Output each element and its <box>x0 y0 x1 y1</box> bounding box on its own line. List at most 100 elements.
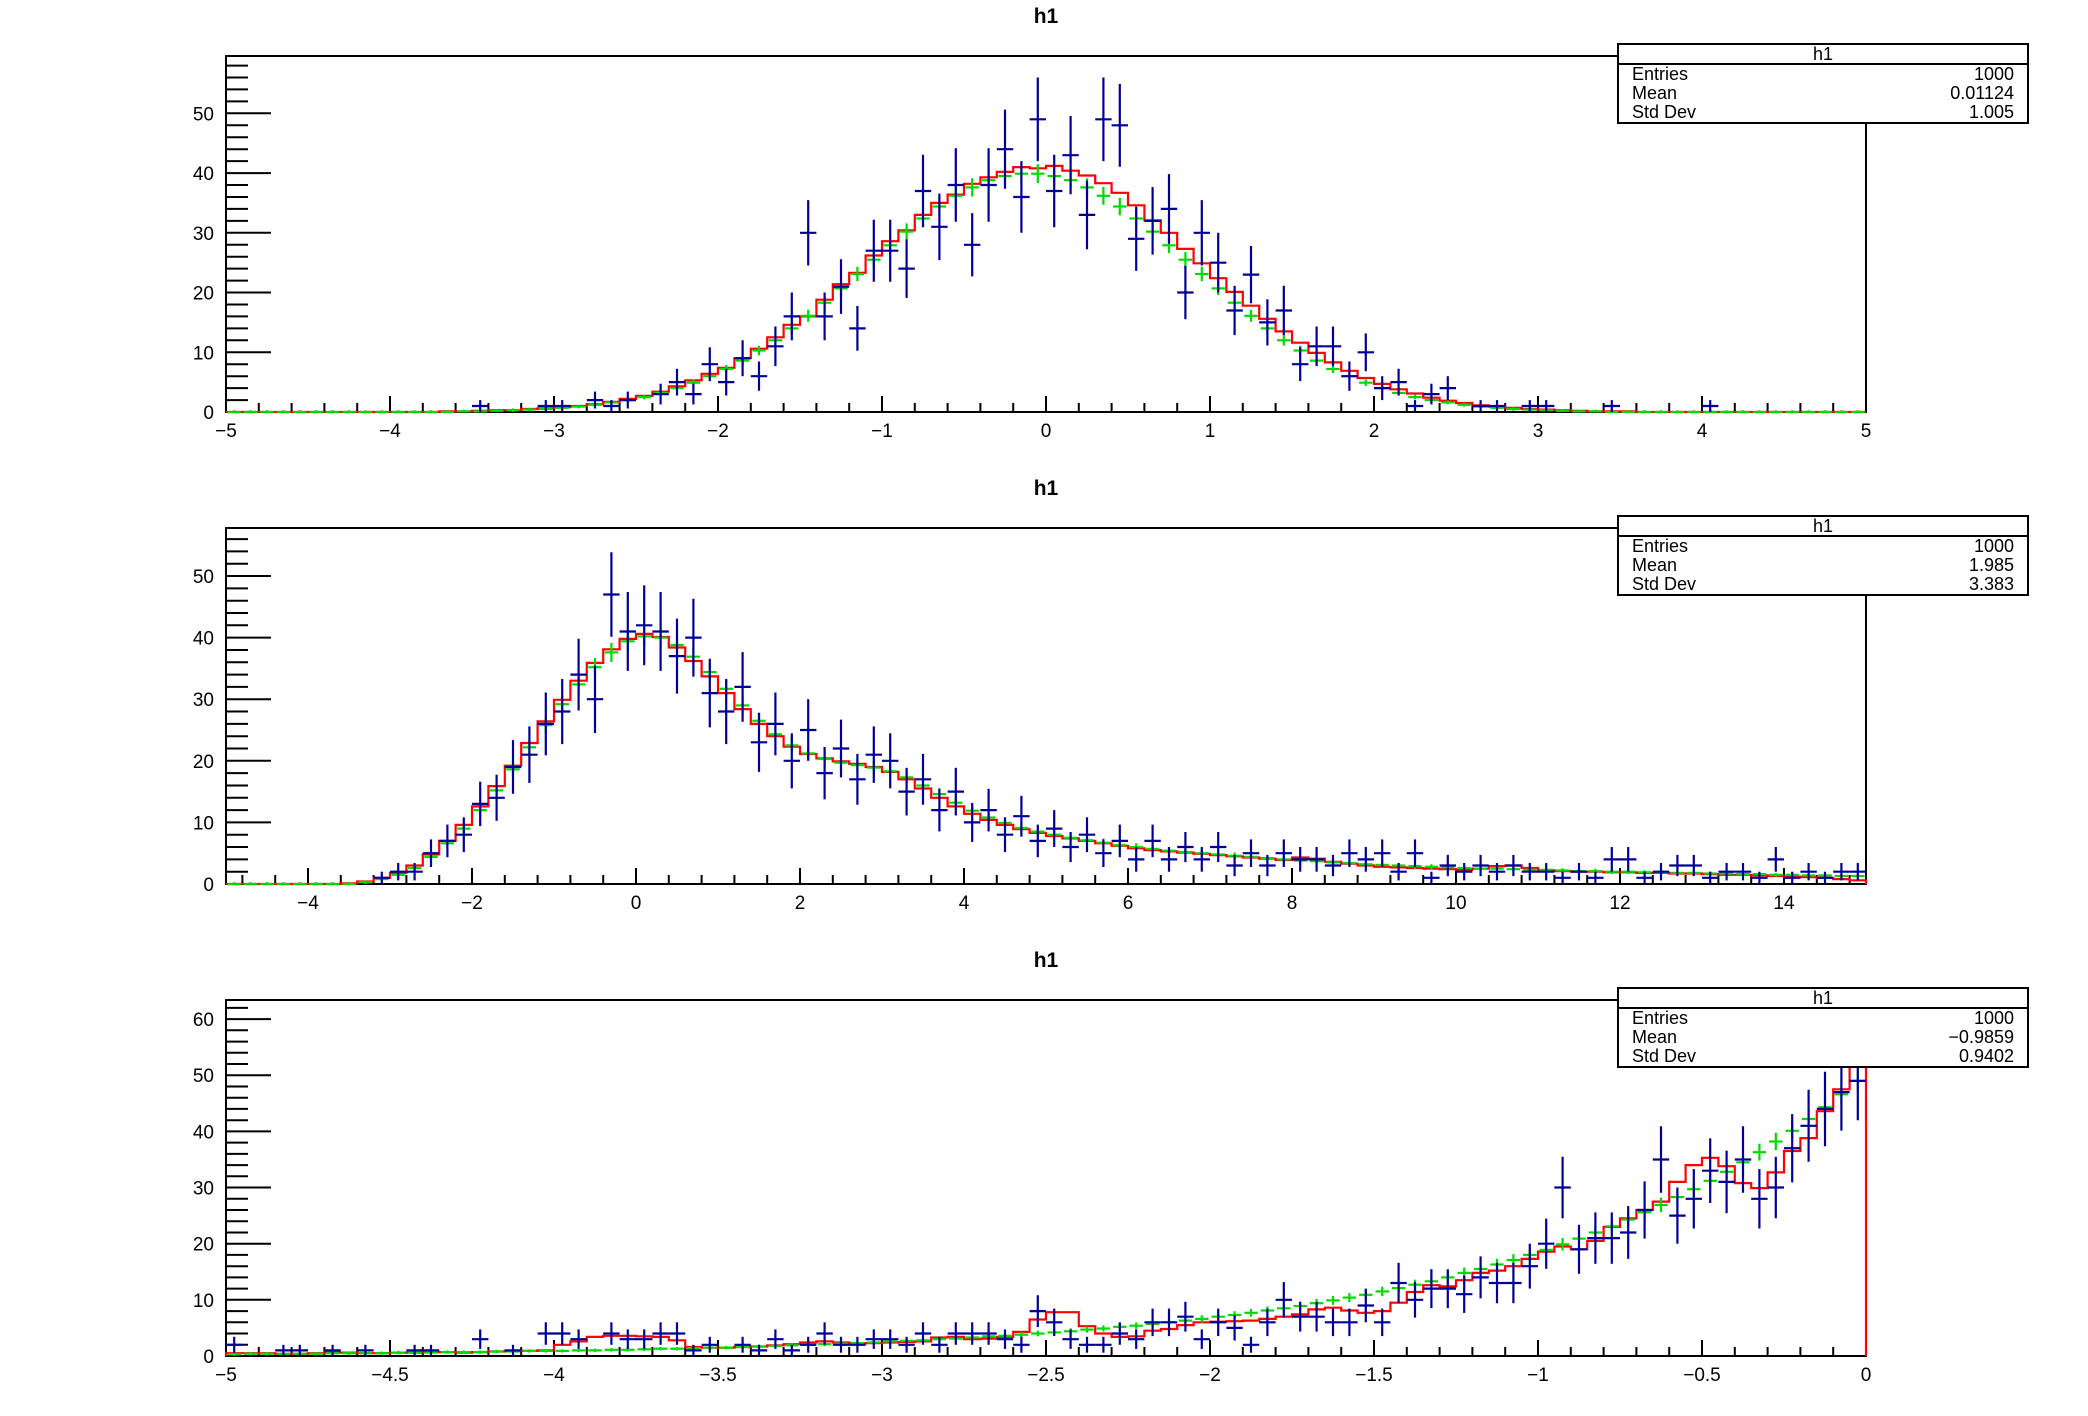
stats-label: Mean <box>1632 1027 1678 1047</box>
stats-title: h1 <box>1619 517 2027 537</box>
x-tick-label: −5 <box>215 1365 237 1386</box>
stats-label: Entries <box>1632 64 1689 84</box>
stats-row: Mean −0.9859 <box>1619 1028 2027 1047</box>
stats-row: Std Dev 1.005 <box>1619 103 2027 122</box>
y-tick-label: 20 <box>193 752 214 773</box>
stats-label: Mean <box>1632 83 1678 103</box>
data-series <box>373 552 1866 884</box>
y-tick-label: 10 <box>193 813 214 834</box>
axes <box>225 55 1867 413</box>
x-tick-label: −1 <box>871 421 893 442</box>
y-tick-label: 60 <box>193 1010 214 1031</box>
x-tick-label: −1.5 <box>1355 1365 1393 1386</box>
stats-row: Mean 0.01124 <box>1619 84 2027 103</box>
x-tick-label: 14 <box>1773 893 1795 914</box>
x-tick-label: 0 <box>1041 421 1052 442</box>
x-tick-label: 5 <box>1861 421 1872 442</box>
x-tick-label: 12 <box>1609 893 1630 914</box>
x-tick-label: 8 <box>1287 893 1298 914</box>
y-tick-label: 20 <box>193 284 214 305</box>
stats-value: 0.9402 <box>1958 1046 2014 1066</box>
stats-value: 1000 <box>1973 1008 2014 1028</box>
y-tick-label: 40 <box>193 1122 214 1143</box>
x-tick-label: −4 <box>543 1365 565 1386</box>
x-tick-label: −1 <box>1527 1365 1549 1386</box>
x-tick-label: −4.5 <box>371 1365 409 1386</box>
stats-row: Std Dev 0.9402 <box>1619 1047 2027 1066</box>
stats-label: Std Dev <box>1632 574 1697 594</box>
stats-value: −0.9859 <box>1948 1027 2014 1047</box>
histogram-panel-2: 0 10 20 30 40 50 −4 −2 0 2 4 6 8 10 12 14 h1 h1 Entries… <box>0 472 2088 944</box>
x-tick-label: −2 <box>707 421 729 442</box>
stats-value: 1000 <box>1973 64 2014 84</box>
stats-row: Entries 1000 <box>1619 1009 2027 1028</box>
plot-frame <box>225 527 1867 885</box>
plot-title: h1 <box>1033 5 1059 28</box>
x-tick-label: −5 <box>215 421 237 442</box>
y-tick-label: 10 <box>193 343 214 364</box>
x-tick-label: 0 <box>1861 1365 1872 1386</box>
histogram-panel-1: 0 10 20 30 40 50 −5 −4 −3 −2 −1 0 1 2 3 4 5 h1 h1 Entrie… <box>0 0 2088 472</box>
y-tick-label: 30 <box>193 1179 214 1200</box>
x-tick-label: 1 <box>1205 421 1216 442</box>
x-tick-label: −2 <box>461 893 483 914</box>
y-tick-label: 40 <box>193 164 214 185</box>
stats-row: Mean 1.985 <box>1619 556 2027 575</box>
x-tick-label: −4 <box>379 421 401 442</box>
y-tick-label: 10 <box>193 1291 214 1312</box>
x-tick-label: −4 <box>297 893 319 914</box>
stats-title: h1 <box>1619 45 2027 65</box>
x-tick-label: −3 <box>543 421 565 442</box>
x-tick-label: 0 <box>631 893 642 914</box>
stats-label: Entries <box>1632 1008 1689 1028</box>
stats-label: Mean <box>1632 555 1678 575</box>
stats-row: Std Dev 3.383 <box>1619 575 2027 594</box>
stats-value: 1000 <box>1973 536 2014 556</box>
y-tick-label: 20 <box>193 1235 214 1256</box>
histogram-panel-3: 0 10 20 30 40 50 60 −5 −4.5 −4 −3.5 −3 −2.5 −2 −1.5 −1 −… <box>0 944 2088 1416</box>
stats-value: 3.383 <box>1968 574 2014 594</box>
y-tick-label: 40 <box>193 629 214 650</box>
y-tick-label: 30 <box>193 690 214 711</box>
fit-step-line <box>226 164 1866 414</box>
x-tick-label: 6 <box>1123 893 1134 914</box>
x-tick-label: 3 <box>1533 421 1544 442</box>
x-tick-label: −2.5 <box>1027 1365 1065 1386</box>
stats-value: 0.01124 <box>1950 83 2014 103</box>
stats-label: Entries <box>1632 536 1689 556</box>
y-tick-label: 50 <box>193 104 214 125</box>
reference-series <box>227 626 1865 886</box>
stats-row: Entries 1000 <box>1619 537 2027 556</box>
y-tick-label: 50 <box>193 567 214 588</box>
x-tick-label: −2 <box>1199 1365 1221 1386</box>
stats-title: h1 <box>1619 989 2027 1009</box>
stats-label: Std Dev <box>1632 102 1697 122</box>
plot-title: h1 <box>1033 477 1059 500</box>
x-tick-label: 2 <box>795 893 806 914</box>
y-tick-label: 0 <box>203 403 214 424</box>
plot-canvas-1: 0 10 20 30 40 50 −5 −4 −3 −2 −1 0 1 2 3 4 5 <box>193 55 1872 442</box>
stats-label: Std Dev <box>1632 1046 1697 1066</box>
y-tick-label: 0 <box>203 875 214 896</box>
y-tick-label: 50 <box>193 1066 214 1087</box>
x-tick-label: −3 <box>871 1365 893 1386</box>
stats-box: h1 Entries 1000 Mean −0.9859 Std Dev 0.9… <box>1617 987 2029 1068</box>
axes <box>225 527 1867 885</box>
x-tick-label: 10 <box>1445 893 1466 914</box>
y-tick-label: 0 <box>203 1347 214 1368</box>
stats-row: Entries 1000 <box>1619 65 2027 84</box>
stats-value: 1.005 <box>1968 102 2014 122</box>
plot-canvas-3: 0 10 20 30 40 50 60 −5 −4.5 −4 −3.5 −3 −2.5 −2 −1.5 −1 −… <box>193 999 1872 1386</box>
plot-title: h1 <box>1033 949 1059 972</box>
plot-canvas-2: 0 10 20 30 40 50 −4 −2 0 2 4 6 8 10 12 14 <box>193 527 1868 914</box>
x-tick-label: 4 <box>959 893 970 914</box>
fit-step-line <box>226 632 1868 886</box>
stats-box: h1 Entries 1000 Mean 0.01124 Std Dev 1.0… <box>1617 43 2029 124</box>
x-tick-label: −0.5 <box>1683 1365 1721 1386</box>
stats-value: 1.985 <box>1968 555 2014 575</box>
data-series <box>226 1041 1866 1356</box>
data-series <box>472 77 1719 412</box>
reference-series <box>227 164 1865 414</box>
y-tick-label: 30 <box>193 224 214 245</box>
